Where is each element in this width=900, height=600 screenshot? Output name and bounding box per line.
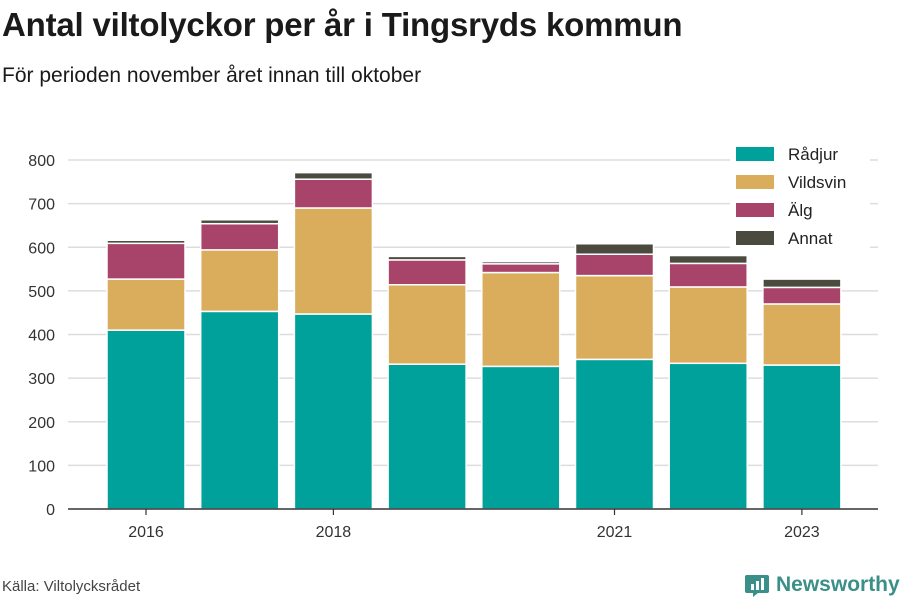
legend-label: Annat (788, 229, 833, 248)
bar-segment-vildsvin (574, 274, 655, 361)
y-tick-label: 100 (28, 458, 55, 475)
bar-stacks (106, 171, 842, 510)
x-axis-ticks: 2016 2018 2021 2023 (128, 509, 820, 541)
chart-title: Antal viltolyckor per år i Tingsryds kom… (2, 6, 683, 43)
legend-swatch (736, 175, 774, 189)
bar-segment-älg (106, 242, 186, 280)
y-tick-label: 500 (28, 284, 55, 301)
brand-name: Newsworthy (776, 573, 900, 596)
y-tick-label: 600 (28, 240, 55, 257)
y-tick-label: 0 (46, 502, 55, 519)
bar-segment-rådjur (668, 362, 748, 510)
chart-subtitle: För perioden november året innan till ok… (2, 64, 422, 87)
legend-swatch (736, 231, 774, 245)
bar-segment-älg (293, 178, 374, 209)
legend-label: Vildsvin (788, 173, 846, 192)
bar-segment-annat (762, 278, 842, 289)
bar-segment-annat (293, 171, 374, 180)
bar-segment-älg (199, 222, 280, 251)
bar-segment-rådjur (387, 363, 467, 510)
y-axis-ticks: 0 100 200 300 400 500 600 700 800 (28, 153, 55, 519)
y-tick-label: 700 (28, 197, 55, 214)
source-note: Källa: Viltolycksrådet (2, 578, 141, 595)
bar-segment-vildsvin (387, 284, 467, 365)
bar-segment-annat (481, 260, 561, 265)
bar-segment-vildsvin (106, 278, 186, 331)
bar-segment-älg (574, 253, 655, 277)
legend-swatch (736, 147, 774, 161)
bar-segment-rådjur (293, 313, 374, 510)
bar-segment-älg (762, 286, 842, 305)
bar-segment-rådjur (106, 329, 186, 510)
bar-segment-vildsvin (293, 207, 374, 315)
x-tick-label: 2021 (597, 524, 633, 541)
legend-label: Rådjur (788, 145, 838, 164)
bar-segment-annat (199, 219, 280, 225)
x-tick-label: 2016 (128, 524, 164, 541)
bar-segment-annat (574, 243, 655, 255)
bar-segment-vildsvin (668, 286, 748, 365)
x-tick-label: 2018 (316, 524, 352, 541)
bar-segment-vildsvin (481, 271, 561, 368)
legend-label: Älg (788, 201, 813, 220)
y-tick-label: 300 (28, 371, 55, 388)
bar-segment-vildsvin (762, 303, 842, 366)
y-tick-label: 200 (28, 415, 55, 432)
newsworthy-logo-icon (745, 575, 769, 597)
bar-segment-älg (387, 259, 467, 286)
bar-segment-vildsvin (199, 249, 280, 313)
brand-logo: Newsworthy (744, 570, 900, 600)
y-tick-label: 400 (28, 328, 55, 345)
bar-segment-rådjur (574, 358, 655, 510)
bar-segment-annat (387, 255, 467, 261)
legend: Rådjur Vildsvin Älg Annat (730, 139, 870, 255)
bar-segment-annat (668, 254, 748, 265)
bar-segment-annat (106, 239, 186, 245)
bar-segment-älg (668, 262, 748, 288)
y-tick-label: 800 (28, 153, 55, 170)
bar-segment-rådjur (199, 310, 280, 510)
legend-swatch (736, 203, 774, 217)
x-tick-label: 2023 (784, 524, 820, 541)
bar-segment-älg (481, 263, 561, 274)
bar-segment-rådjur (762, 364, 842, 510)
bar-segment-rådjur (481, 365, 561, 510)
